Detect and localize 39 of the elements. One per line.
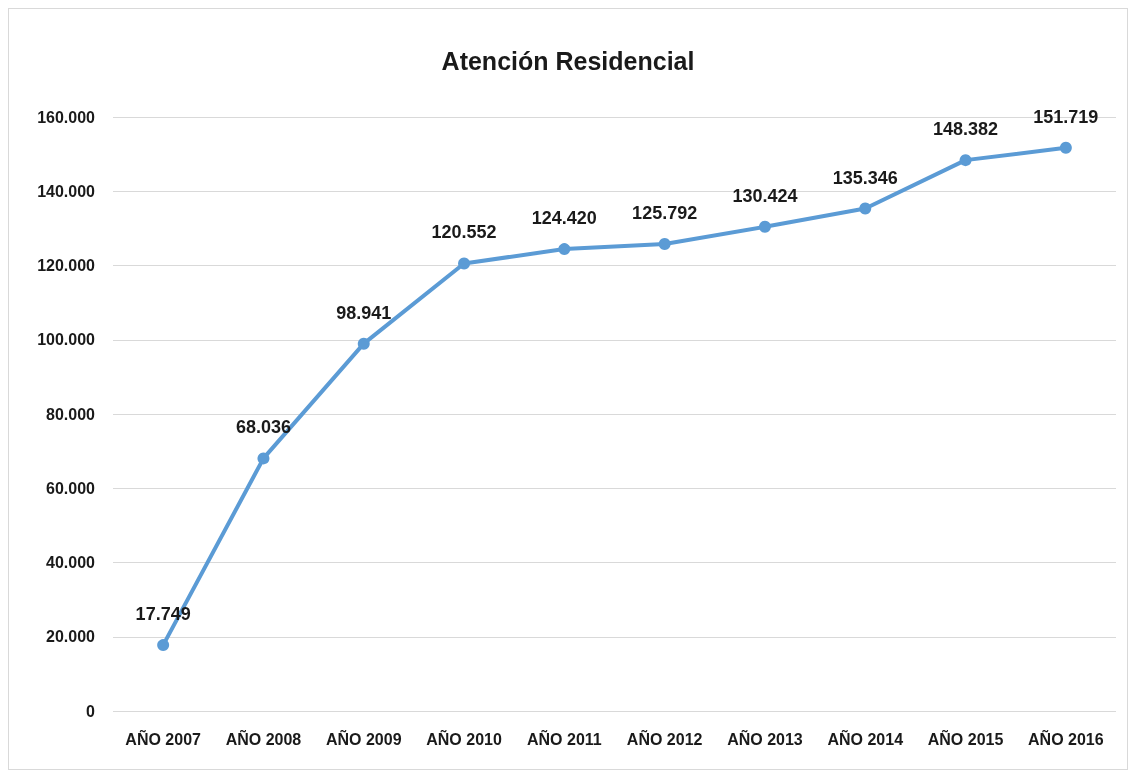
y-tick-label: 80.000	[46, 405, 96, 423]
point	[758, 220, 771, 233]
data-label: 151.719	[1033, 106, 1099, 127]
point	[658, 238, 671, 250]
x-tick-label: AÑO 2013	[727, 728, 803, 748]
point	[959, 154, 972, 167]
y-tick-label: 160.000	[37, 108, 96, 126]
x-tick-label: AÑO 2008	[225, 728, 302, 748]
chart-title: Atención Residencial	[441, 46, 695, 75]
data-label: 125.792	[632, 203, 698, 223]
y-tick-label: 140.000	[37, 182, 96, 200]
data-label: 120.552	[431, 222, 497, 243]
data-label: 148.382	[933, 119, 999, 140]
y-tick-label: 60.000	[46, 479, 96, 497]
point	[859, 202, 872, 215]
x-tick-label: AÑO 2012	[626, 728, 703, 748]
point	[1059, 141, 1072, 154]
x-tick-label: AÑO 2009	[325, 728, 402, 748]
x-tick-label: AÑO 2016	[1028, 728, 1104, 748]
y-tick-label: 40.000	[46, 554, 96, 571]
data-label: 124.420	[531, 208, 597, 229]
data-label: 68.036	[235, 417, 291, 438]
y-tick-label: 0	[86, 702, 96, 720]
x-tick-label: AÑO 2007	[125, 728, 202, 748]
x-tick-label: AÑO 2014	[827, 728, 904, 748]
y-tick-label: 120.000	[37, 257, 96, 274]
data-label: 130.424	[732, 185, 798, 206]
point	[157, 639, 170, 652]
point	[357, 337, 370, 350]
data-label: 98.941	[336, 302, 392, 323]
y-tick-label: 100.000	[37, 331, 96, 349]
point	[558, 243, 571, 256]
point	[458, 257, 471, 270]
x-tick-label: AÑO 2015	[927, 728, 1004, 748]
point	[257, 452, 270, 465]
x-tick-label: AÑO 2010	[426, 728, 502, 748]
y-tick-label: 20.000	[46, 628, 96, 646]
x-tick-label: AÑO 2011	[526, 728, 602, 748]
data-label: 135.346	[832, 167, 898, 188]
